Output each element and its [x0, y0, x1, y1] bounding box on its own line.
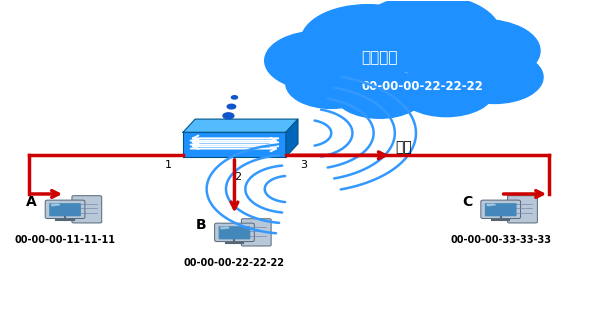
FancyBboxPatch shape [508, 196, 537, 223]
Circle shape [286, 59, 376, 108]
FancyBboxPatch shape [72, 196, 101, 223]
Circle shape [356, 0, 500, 74]
Text: 1: 1 [164, 160, 172, 170]
FancyBboxPatch shape [49, 203, 81, 216]
Polygon shape [183, 132, 286, 157]
Text: 00-00-00-22-22-22: 00-00-00-22-22-22 [362, 80, 483, 94]
Circle shape [398, 64, 495, 117]
Polygon shape [51, 204, 60, 206]
Polygon shape [221, 227, 229, 229]
FancyBboxPatch shape [481, 200, 521, 218]
Polygon shape [183, 119, 298, 132]
Text: B: B [196, 217, 207, 231]
FancyBboxPatch shape [485, 203, 516, 216]
Circle shape [425, 20, 540, 82]
Polygon shape [487, 204, 496, 206]
FancyBboxPatch shape [241, 219, 271, 246]
Text: 3: 3 [301, 160, 307, 170]
FancyBboxPatch shape [219, 226, 251, 239]
Circle shape [446, 51, 543, 104]
FancyBboxPatch shape [292, 74, 480, 95]
Text: C: C [463, 195, 472, 208]
Text: 00-00-00-22-22-22: 00-00-00-22-22-22 [184, 258, 285, 268]
Circle shape [232, 96, 238, 99]
Text: 广播: 广播 [395, 140, 412, 154]
Circle shape [301, 5, 434, 77]
Circle shape [227, 104, 236, 109]
Text: 00-00-00-11-11-11: 00-00-00-11-11-11 [15, 235, 115, 245]
Circle shape [334, 69, 425, 118]
FancyBboxPatch shape [214, 223, 254, 242]
Circle shape [223, 113, 234, 119]
Polygon shape [286, 119, 298, 157]
FancyBboxPatch shape [45, 200, 85, 218]
Text: A: A [26, 195, 37, 208]
Circle shape [265, 31, 374, 90]
Text: 00-00-00-33-33-33: 00-00-00-33-33-33 [450, 235, 551, 245]
Text: 2: 2 [234, 172, 241, 182]
Text: 我不知道: 我不知道 [362, 50, 398, 65]
